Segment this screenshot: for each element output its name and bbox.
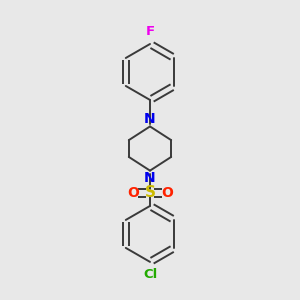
Text: S: S	[145, 185, 155, 200]
Text: N: N	[144, 172, 156, 185]
Text: O: O	[161, 186, 173, 200]
Text: N: N	[144, 112, 156, 126]
Text: O: O	[127, 186, 139, 200]
Text: Cl: Cl	[143, 268, 157, 281]
Text: F: F	[146, 25, 154, 38]
